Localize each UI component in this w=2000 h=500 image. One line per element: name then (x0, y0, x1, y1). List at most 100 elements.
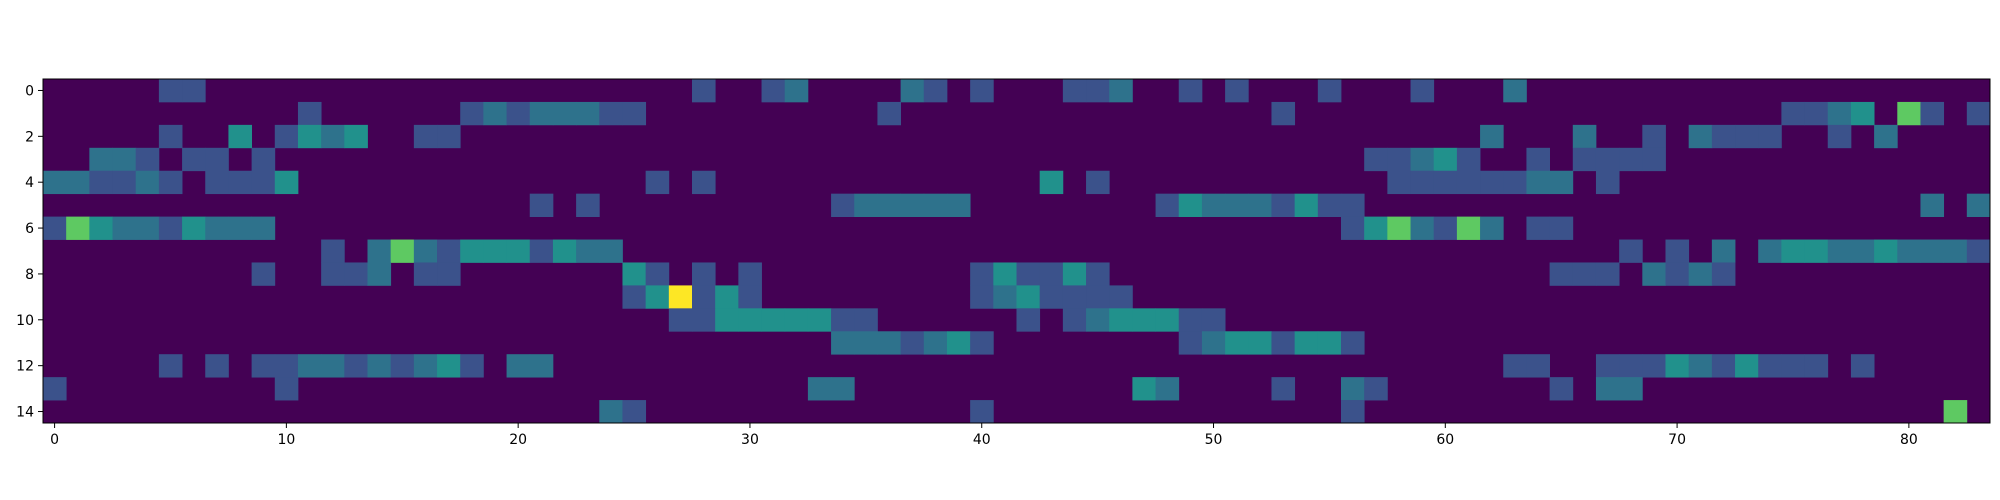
heatmap-cell (1480, 216, 1504, 240)
heatmap-cell (205, 216, 229, 240)
heatmap-cell (692, 262, 716, 286)
heatmap-cell (1619, 147, 1643, 172)
heatmap-cell (1456, 170, 1481, 195)
y-tick-label: 12 (16, 359, 34, 375)
heatmap-cell (1920, 101, 1945, 126)
heatmap-cell (1619, 354, 1643, 378)
heatmap-cell (1781, 354, 1805, 378)
heatmap-cell (390, 239, 415, 263)
heatmap-cell (1225, 331, 1249, 355)
heatmap-cell (645, 285, 670, 309)
heatmap-cell (552, 101, 577, 126)
heatmap-cell (1642, 147, 1666, 172)
heatmap-cell (506, 354, 531, 378)
y-tick-label: 10 (16, 313, 34, 329)
heatmap-cell (1966, 101, 1991, 126)
heatmap-cell (1109, 79, 1133, 103)
heatmap-cell (599, 239, 623, 263)
heatmap-cell (413, 262, 438, 286)
heatmap-cell (66, 170, 90, 195)
x-tick-label: 70 (1668, 432, 1686, 448)
heatmap-cell (321, 124, 345, 149)
heatmap-cell (1341, 216, 1365, 240)
heatmap-cell (43, 170, 67, 195)
heatmap-cell (1503, 354, 1527, 378)
heatmap-cell (1595, 262, 1620, 286)
heatmap-cell (344, 124, 368, 149)
heatmap-cell (1410, 170, 1435, 195)
heatmap-cell (182, 216, 206, 240)
heatmap-cell (970, 400, 994, 424)
heatmap-cell (158, 216, 183, 240)
heatmap-cell (1155, 193, 1180, 217)
heatmap-cell (1781, 239, 1805, 263)
heatmap-cell (946, 193, 971, 217)
heatmap-cell (158, 79, 183, 103)
heatmap-cell (321, 262, 345, 286)
heatmap-cell (692, 170, 716, 195)
heatmap-cell (1086, 262, 1110, 286)
heatmap-cell (970, 331, 994, 355)
heatmap-cell (599, 101, 623, 126)
heatmap-cell (1850, 101, 1875, 126)
heatmap-cell (1595, 377, 1620, 401)
heatmap-cell (1804, 239, 1829, 263)
heatmap-cell (1804, 101, 1829, 126)
heatmap-cell (321, 239, 345, 263)
heatmap-cell (900, 79, 925, 103)
heatmap-cell (1619, 377, 1643, 401)
x-tick-label: 20 (509, 432, 527, 448)
heatmap-cell (1966, 239, 1991, 263)
heatmap-cell (1387, 147, 1411, 172)
heatmap-cell (158, 170, 183, 195)
heatmap-cell (552, 239, 577, 263)
heatmap-cell (1178, 193, 1203, 217)
heatmap-cell (1341, 331, 1365, 355)
y-tick-label: 4 (25, 175, 34, 191)
heatmap-cell (274, 124, 299, 149)
heatmap-cell (367, 262, 392, 286)
heatmap-cell (970, 262, 994, 286)
heatmap-cell (1271, 377, 1296, 401)
heatmap-cell (715, 285, 739, 309)
heatmap-cell (1341, 193, 1365, 217)
heatmap-cell (112, 170, 137, 195)
heatmap-cell (228, 124, 253, 149)
heatmap-cell (529, 239, 554, 263)
heatmap-cell (1665, 354, 1690, 378)
heatmap-cell (1271, 193, 1296, 217)
heatmap-cell (390, 354, 415, 378)
heatmap-cell (66, 216, 90, 240)
heatmap-cell (321, 354, 345, 378)
heatmap-cell (1758, 239, 1782, 263)
heatmap-cell (877, 193, 902, 217)
heatmap-cell (1572, 147, 1597, 172)
heatmap-cell (761, 79, 786, 103)
heatmap-cell (1016, 308, 1041, 332)
heatmap-cell (1294, 331, 1319, 355)
heatmap-cell (1178, 308, 1203, 332)
heatmap-cell (1039, 170, 1064, 195)
heatmap-cell (1503, 170, 1527, 195)
heatmap-cell (1642, 124, 1666, 149)
heatmap-cell (251, 147, 276, 172)
heatmap-cell (1549, 377, 1574, 401)
heatmap-cell (668, 308, 693, 332)
heatmap-cell (923, 331, 948, 355)
heatmap-cell (576, 239, 600, 263)
heatmap-cell (692, 285, 716, 309)
heatmap-cell (831, 193, 855, 217)
heatmap-cell (1109, 308, 1133, 332)
heatmap-cell (900, 193, 925, 217)
heatmap-cell (1526, 147, 1551, 172)
heatmap-cell (413, 354, 438, 378)
heatmap-cell (1735, 124, 1759, 149)
heatmap-cell (1595, 170, 1620, 195)
heatmap-cell (1480, 170, 1504, 195)
x-tick-label: 10 (277, 432, 295, 448)
heatmap-cell (112, 147, 137, 172)
heatmap-cell (460, 354, 484, 378)
heatmap-cell (437, 262, 461, 286)
heatmap-cell (807, 308, 832, 332)
x-tick-label: 80 (1900, 432, 1918, 448)
